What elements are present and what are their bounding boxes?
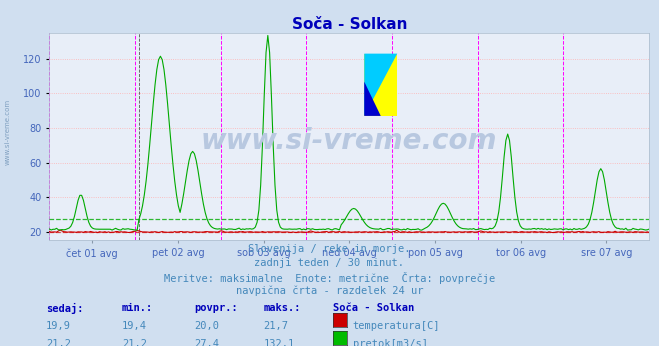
- Text: navpična črta - razdelek 24 ur: navpična črta - razdelek 24 ur: [236, 285, 423, 296]
- Text: 21,2: 21,2: [122, 339, 147, 346]
- Title: Soča - Solkan: Soča - Solkan: [291, 17, 407, 32]
- Text: 27,4: 27,4: [194, 339, 219, 346]
- Text: 19,4: 19,4: [122, 321, 147, 331]
- Polygon shape: [364, 54, 397, 116]
- Text: zadnji teden / 30 minut.: zadnji teden / 30 minut.: [254, 258, 405, 268]
- Text: 19,9: 19,9: [46, 321, 71, 331]
- Text: www.si-vreme.com: www.si-vreme.com: [5, 98, 11, 165]
- Text: 21,7: 21,7: [264, 321, 289, 331]
- Text: povpr.:: povpr.:: [194, 303, 238, 313]
- Polygon shape: [364, 82, 381, 116]
- Text: min.:: min.:: [122, 303, 153, 313]
- Text: temperatura[C]: temperatura[C]: [353, 321, 440, 331]
- Text: sedaj:: sedaj:: [46, 303, 84, 314]
- Text: www.si-vreme.com: www.si-vreme.com: [201, 127, 498, 155]
- Bar: [364, 54, 397, 116]
- Text: 132,1: 132,1: [264, 339, 295, 346]
- Text: Slovenija / reke in morje.: Slovenija / reke in morje.: [248, 244, 411, 254]
- Text: Meritve: maksimalne  Enote: metrične  Črta: povprečje: Meritve: maksimalne Enote: metrične Črta…: [164, 272, 495, 284]
- Text: 21,2: 21,2: [46, 339, 71, 346]
- Text: maks.:: maks.:: [264, 303, 301, 313]
- Text: Soča - Solkan: Soča - Solkan: [333, 303, 414, 313]
- Text: 20,0: 20,0: [194, 321, 219, 331]
- Text: pretok[m3/s]: pretok[m3/s]: [353, 339, 428, 346]
